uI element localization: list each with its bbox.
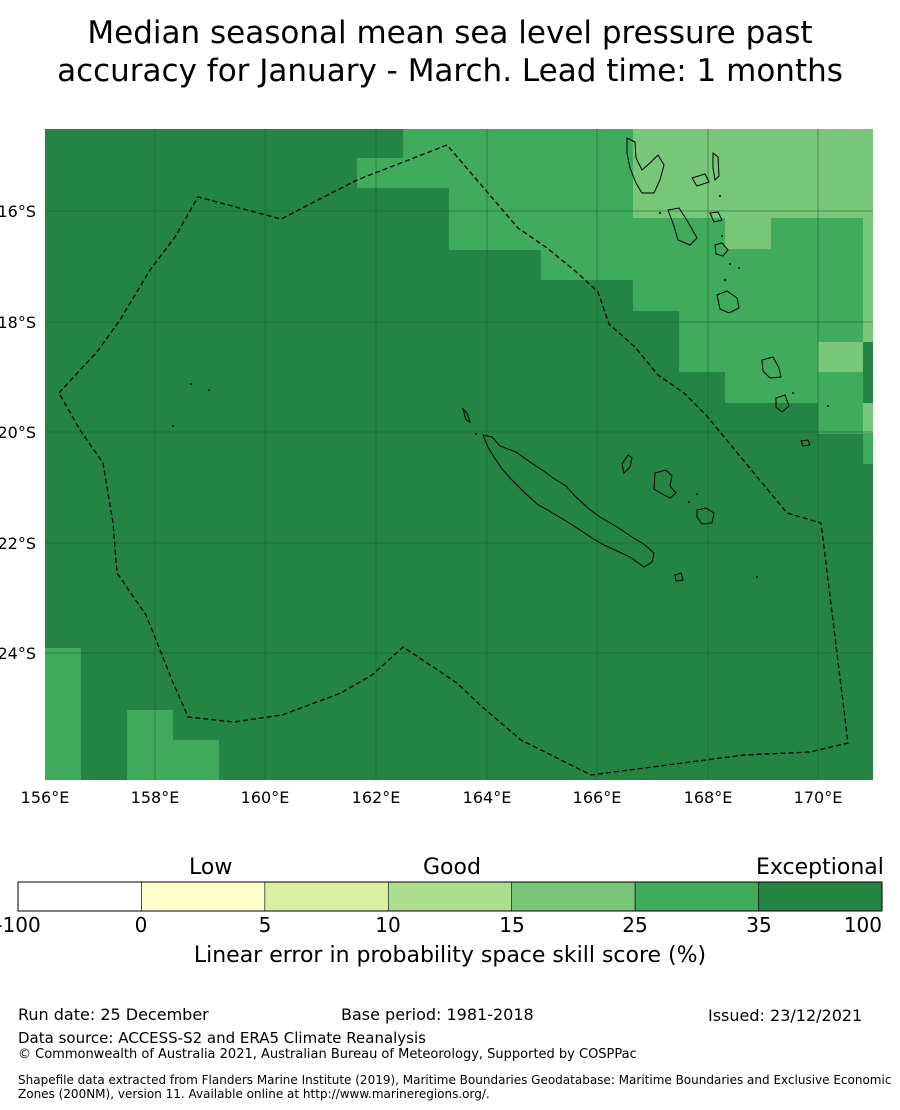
colorbar-tick: 35 bbox=[746, 913, 772, 937]
lon-label: 166°E bbox=[573, 788, 622, 807]
tanna-island bbox=[775, 394, 790, 413]
colorbar-tick: 100 bbox=[843, 913, 882, 937]
colorbar bbox=[17, 881, 883, 912]
ambrym-island bbox=[709, 211, 723, 223]
issued-date: Issued: 23/12/2021 bbox=[708, 1006, 863, 1025]
lat-label: 18°S bbox=[0, 313, 36, 332]
lon-label: 158°E bbox=[131, 788, 180, 807]
colorbar-tick: 0 bbox=[134, 913, 148, 937]
colorbar-segment bbox=[141, 881, 266, 912]
colorbar-tick: 25 bbox=[622, 913, 648, 937]
coastlines bbox=[462, 137, 811, 582]
colorbar-segment bbox=[758, 881, 883, 912]
efate-island bbox=[716, 290, 740, 314]
colorbar-frame bbox=[17, 881, 883, 912]
colorbar-segments bbox=[17, 881, 883, 912]
colorbar-tick: 15 bbox=[499, 913, 525, 937]
shapefile-credit: Shapefile data extracted from Flanders M… bbox=[18, 1073, 892, 1101]
title-line-1: Median seasonal mean sea level pressure … bbox=[87, 15, 813, 51]
category-low: Low bbox=[189, 855, 233, 880]
colorbar-tick: -100 bbox=[0, 913, 41, 937]
lon-label: 160°E bbox=[241, 788, 290, 807]
category-good: Good bbox=[423, 855, 481, 880]
cells-25-35 bbox=[45, 129, 873, 780]
pentecost-island bbox=[712, 151, 720, 182]
lat-label: 20°S bbox=[0, 423, 36, 442]
lat-label: 16°S bbox=[0, 202, 36, 221]
espiritu-santo-island bbox=[626, 137, 665, 194]
base-period: Base period: 1981-2018 bbox=[341, 1005, 534, 1024]
malekula-island bbox=[667, 207, 698, 246]
belep-islands bbox=[462, 407, 471, 423]
lon-label: 164°E bbox=[463, 788, 512, 807]
lon-label: 170°E bbox=[794, 788, 843, 807]
colorbar-segment bbox=[17, 881, 142, 912]
data-source: Data source: ACCESS-S2 and ERA5 Climate … bbox=[18, 1029, 426, 1047]
erromango-island bbox=[761, 356, 782, 379]
loyalty-islands-ouvea bbox=[621, 454, 633, 474]
longitude-labels: 156°E 158°E 160°E 162°E 164°E 166°E 168°… bbox=[21, 788, 843, 807]
isle-of-pines bbox=[674, 572, 684, 582]
skill-grid bbox=[45, 129, 873, 780]
colorbar-tick: 10 bbox=[375, 913, 401, 937]
eez-boundary bbox=[58, 144, 849, 776]
colorbar-segment bbox=[634, 881, 759, 912]
lon-label: 168°E bbox=[684, 788, 733, 807]
colorbar-segment bbox=[264, 881, 389, 912]
small-islets bbox=[172, 195, 829, 578]
gridlines bbox=[45, 129, 873, 780]
cells-15-25 bbox=[633, 129, 873, 433]
lat-label: 22°S bbox=[0, 534, 36, 553]
title-line-2: accuracy for January - March. Lead time:… bbox=[57, 53, 843, 89]
lon-label: 162°E bbox=[352, 788, 401, 807]
new-caledonia-island bbox=[482, 434, 655, 568]
latitude-labels: 16°S 18°S 20°S 22°S 24°S bbox=[0, 202, 36, 663]
lat-label: 24°S bbox=[0, 644, 36, 663]
skill-score-map: 156°E 158°E 160°E 162°E 164°E 166°E 168°… bbox=[0, 129, 873, 807]
aneityum-island bbox=[800, 439, 811, 447]
colorbar-tick: 5 bbox=[258, 913, 272, 937]
run-date: Run date: 25 December bbox=[18, 1005, 209, 1024]
copyright: © Commonwealth of Australia 2021, Austra… bbox=[18, 1047, 637, 1062]
colorbar-segment bbox=[511, 881, 636, 912]
loyalty-islands-lifou bbox=[653, 469, 677, 499]
lon-label: 156°E bbox=[21, 788, 70, 807]
ambae-island bbox=[691, 173, 710, 187]
loyalty-islands-mare bbox=[696, 507, 715, 525]
map-title: Median seasonal mean sea level pressure … bbox=[0, 14, 900, 90]
colorbar-segment bbox=[387, 881, 513, 912]
category-exceptional: Exceptional bbox=[756, 855, 884, 880]
colorbar-label: Linear error in probability space skill … bbox=[193, 943, 707, 968]
epi-island bbox=[714, 242, 729, 257]
